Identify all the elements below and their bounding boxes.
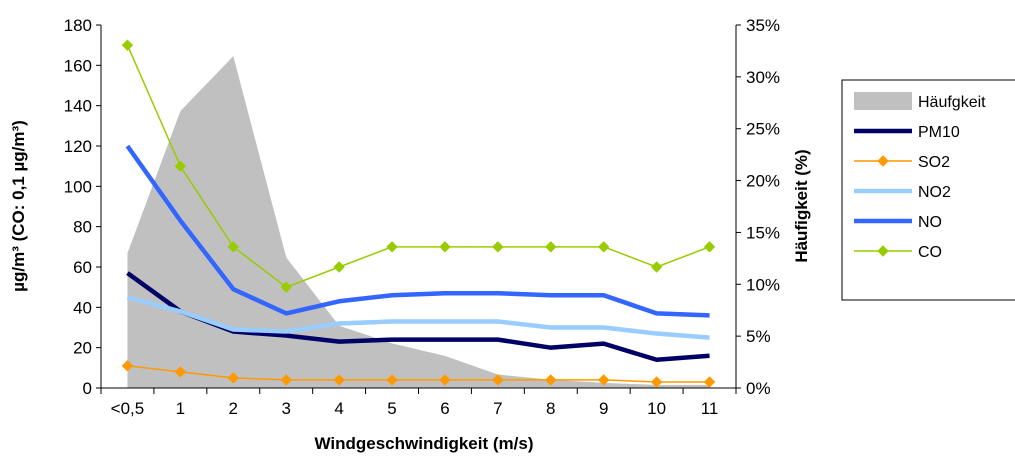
series-line-no bbox=[125, 144, 710, 318]
data-point-so2 bbox=[227, 372, 239, 384]
legend-label-no: NO bbox=[918, 214, 942, 231]
y2-tick-label: 30% bbox=[746, 68, 780, 87]
y2-tick-label: 35% bbox=[746, 16, 780, 35]
y-tick-label: 60 bbox=[73, 258, 92, 277]
y-tick-label: 120 bbox=[64, 137, 92, 156]
y2-axis-title: Häufigkeit (%) bbox=[792, 149, 811, 262]
y-tick-label: 160 bbox=[64, 56, 92, 75]
x-tick-label: <0,5 bbox=[111, 399, 145, 418]
series-line-so2 bbox=[127, 365, 710, 383]
x-tick-label: 1 bbox=[176, 399, 185, 418]
x-tick-label: 5 bbox=[387, 399, 396, 418]
data-point-so2 bbox=[386, 374, 398, 386]
data-point-co bbox=[280, 281, 292, 293]
data-point-co bbox=[703, 241, 716, 253]
y2-tick-label: 5% bbox=[746, 327, 771, 346]
legend-label-no2: NO2 bbox=[918, 184, 951, 201]
y-tick-label: 20 bbox=[73, 339, 92, 358]
x-tick-label: 2 bbox=[229, 399, 238, 418]
y-tick-label: 40 bbox=[73, 298, 92, 317]
y2-tick-label: 20% bbox=[746, 172, 780, 191]
legend-marker-co bbox=[877, 245, 889, 257]
legend-box bbox=[841, 79, 1015, 301]
data-point-so2 bbox=[703, 376, 716, 388]
data-point-so2 bbox=[545, 374, 557, 386]
data-point-co bbox=[174, 160, 187, 172]
x-tick-label: 11 bbox=[701, 399, 719, 418]
y2-tick-label: 0% bbox=[746, 379, 771, 398]
legend: Häufgkeit PM10 SO2 NO2 NO CO bbox=[841, 79, 1015, 301]
data-point-co bbox=[227, 241, 239, 253]
x-tick-label: 4 bbox=[334, 399, 343, 418]
y-tick-label: 80 bbox=[73, 218, 92, 237]
data-point-co bbox=[439, 241, 451, 253]
y-tick-label: 180 bbox=[64, 16, 92, 35]
x-tick-label: 7 bbox=[493, 399, 502, 418]
x-tick-label: 9 bbox=[599, 399, 608, 418]
x-tick-label: 8 bbox=[546, 399, 555, 418]
data-point-so2 bbox=[333, 374, 345, 386]
legend-label-co: CO bbox=[918, 244, 942, 261]
data-point-so2 bbox=[650, 376, 663, 388]
data-layer bbox=[121, 39, 716, 388]
series-line-no2 bbox=[126, 295, 710, 340]
x-tick-label: 6 bbox=[440, 399, 449, 418]
data-point-co bbox=[386, 241, 398, 253]
x-tick-label: 3 bbox=[281, 399, 290, 418]
data-point-so2 bbox=[439, 374, 451, 386]
legend-label-so2: SO2 bbox=[918, 154, 950, 171]
y-tick-label: 0 bbox=[83, 379, 92, 398]
data-point-co bbox=[492, 241, 504, 253]
legend-label-pm10: PM10 bbox=[918, 124, 960, 141]
data-point-so2 bbox=[174, 366, 187, 378]
data-point-so2 bbox=[121, 360, 134, 372]
y-tick-label: 140 bbox=[64, 97, 92, 116]
data-point-so2 bbox=[598, 374, 610, 386]
x-axis-title: Windgeschwindigkeit (m/s) bbox=[315, 434, 534, 453]
data-point-so2 bbox=[492, 374, 504, 386]
y2-tick-label: 25% bbox=[746, 120, 780, 139]
axes: 0 20 40 60 80 100 120 140 160 180 0% 5% 10% 15% 20% 25%… bbox=[64, 16, 780, 418]
legend-swatch-h-ufgkeit bbox=[854, 92, 912, 110]
y2-tick-label: 10% bbox=[746, 275, 780, 294]
data-point-co bbox=[121, 39, 134, 51]
data-point-co bbox=[650, 261, 663, 273]
data-point-co bbox=[598, 241, 610, 253]
legend-marker-so2 bbox=[877, 155, 889, 167]
series-line-co bbox=[126, 44, 710, 288]
y2-tick-label: 15% bbox=[746, 223, 780, 242]
data-point-co bbox=[333, 261, 345, 273]
y-axis-title: µg/m³ (CO: 0,1 µg/m³) bbox=[9, 120, 28, 292]
x-tick-label: 10 bbox=[647, 399, 666, 418]
data-point-co bbox=[545, 241, 557, 253]
data-point-so2 bbox=[280, 374, 292, 386]
legend-label-h-ufgkeit: Häufgkeit bbox=[918, 94, 986, 111]
y-tick-label: 100 bbox=[64, 177, 92, 196]
